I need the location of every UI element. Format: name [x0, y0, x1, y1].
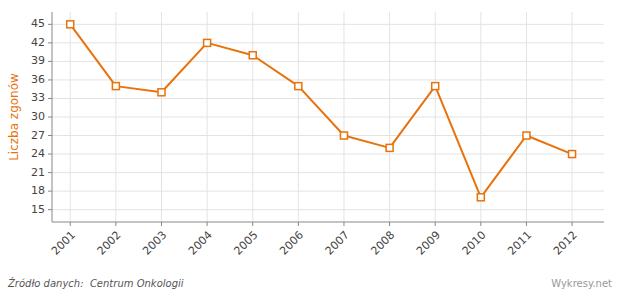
x-grid-line	[115, 12, 116, 222]
x-grid-line	[480, 12, 481, 222]
x-tick-label: 2010	[460, 229, 489, 258]
y-tick	[48, 154, 52, 155]
y-grid-line	[52, 61, 604, 62]
marker	[295, 83, 302, 90]
y-tick	[48, 172, 52, 173]
x-tick-label: 2011	[505, 229, 534, 258]
y-tick-label: 33	[31, 91, 45, 104]
x-tick	[480, 222, 481, 226]
x-grid-line	[298, 12, 299, 222]
y-tick	[48, 24, 52, 25]
y-grid-line	[52, 172, 604, 173]
x-tick	[435, 222, 436, 226]
x-tick-label: 2003	[140, 229, 169, 258]
y-tick	[48, 209, 52, 210]
x-tick	[70, 222, 71, 226]
marker	[340, 132, 347, 139]
marker	[523, 132, 530, 139]
y-tick	[48, 79, 52, 80]
y-tick-label: 30	[31, 110, 45, 123]
x-tick-label: 2001	[49, 229, 78, 258]
y-tick	[48, 191, 52, 192]
y-tick	[48, 61, 52, 62]
x-grid-line	[435, 12, 436, 222]
y-tick-label: 18	[31, 184, 45, 197]
x-grid-line	[252, 12, 253, 222]
x-grid-line	[70, 12, 71, 222]
x-tick	[298, 222, 299, 226]
x-tick	[572, 222, 573, 226]
marker	[569, 151, 576, 158]
y-tick-label: 36	[31, 73, 45, 86]
y-tick-label: 27	[31, 129, 45, 142]
x-tick	[252, 222, 253, 226]
y-grid-line	[52, 24, 604, 25]
y-tick	[48, 98, 52, 99]
marker	[112, 83, 119, 90]
x-grid-line	[343, 12, 344, 222]
source-text: Źródło danych: Centrum Onkologii	[7, 277, 184, 289]
marker	[67, 21, 74, 28]
x-grid-line	[161, 12, 162, 222]
chart: 15 18 21 24 27 30 33 36 39 42 45 2001 2002 2003 2004 20…	[0, 0, 620, 292]
y-tick-label: 24	[31, 147, 45, 160]
y-grid-line	[52, 191, 604, 192]
y-tick-label: 42	[31, 36, 45, 49]
y-grid-line	[52, 79, 604, 80]
y-axis-label: Liczba zgonów	[7, 73, 21, 161]
marker	[249, 52, 256, 59]
y-tick-label: 21	[31, 166, 45, 179]
x-tick-label: 2005	[232, 229, 261, 258]
y-axis-line	[52, 12, 53, 222]
x-tick	[115, 222, 116, 226]
x-tick-label: 2004	[186, 229, 215, 258]
x-axis-line	[52, 222, 604, 223]
y-grid-line	[52, 154, 604, 155]
marker	[158, 89, 165, 96]
x-grid-line	[389, 12, 390, 222]
x-tick-label: 2012	[551, 229, 580, 258]
x-tick-label: 2009	[414, 229, 443, 258]
x-tick	[343, 222, 344, 226]
x-grid-line	[526, 12, 527, 222]
y-tick	[48, 117, 52, 118]
axes: 15 18 21 24 27 30 33 36 39 42 45 2001 2002 2003 2004 20…	[31, 12, 604, 258]
x-grid-line	[572, 12, 573, 222]
x-tick-label: 2006	[277, 229, 306, 258]
x-tick	[526, 222, 527, 226]
y-grid-line	[52, 135, 604, 136]
watermark: Wykresy.net	[551, 278, 612, 289]
y-grid-line	[52, 209, 604, 210]
x-tick	[161, 222, 162, 226]
line	[70, 24, 572, 197]
y-grid-line	[52, 98, 604, 99]
x-tick	[207, 222, 208, 226]
y-tick-label: 15	[31, 203, 45, 216]
y-tick	[48, 42, 52, 43]
x-tick-label: 2008	[368, 229, 397, 258]
marker	[204, 39, 211, 46]
data	[67, 21, 576, 201]
y-tick-label: 45	[31, 17, 45, 30]
grid	[52, 12, 604, 222]
marker	[432, 83, 439, 90]
y-grid-line	[52, 42, 604, 43]
x-tick	[389, 222, 390, 226]
y-tick-label: 39	[31, 54, 45, 67]
x-tick-label: 2002	[95, 229, 124, 258]
marker	[477, 194, 484, 201]
marker	[386, 144, 393, 151]
y-tick	[48, 135, 52, 136]
x-tick-label: 2007	[323, 229, 352, 258]
